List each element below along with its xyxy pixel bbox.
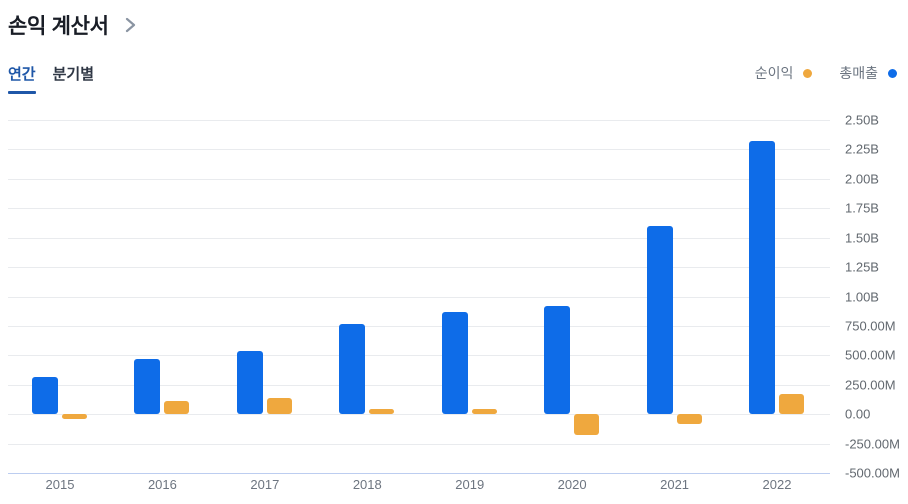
y-axis-tick-label: 0.00 xyxy=(845,406,871,422)
y-axis-tick-label: 2.25B xyxy=(845,141,879,157)
legend-net-income-label: 순이익 xyxy=(754,65,794,81)
y-axis-tick-label: 2.00B xyxy=(845,171,879,187)
gridline xyxy=(8,178,830,180)
y-axis-tick-label: 1.75B xyxy=(845,200,879,216)
x-axis-year-label: 2017 xyxy=(250,477,280,492)
y-axis-tick-label: 1.00B xyxy=(845,289,879,304)
x-axis-year-label: 2018 xyxy=(352,477,382,492)
y-axis-tick-label: 1.50B xyxy=(845,230,879,246)
y-axis-tick-label: 750.00M xyxy=(845,318,896,334)
gridline xyxy=(8,208,830,210)
revenue-bar-2015[interactable] xyxy=(32,376,58,415)
revenue-bar-2018[interactable] xyxy=(339,323,366,415)
gridline xyxy=(8,473,830,474)
net-income-bar-2018[interactable] xyxy=(369,408,395,415)
tab-quarterly[interactable]: 분기별 xyxy=(52,66,95,83)
y-axis-tick-label: -500.00M xyxy=(845,465,900,481)
gridline xyxy=(8,237,830,239)
x-axis-year-label: 2021 xyxy=(660,477,690,492)
net-income-bar-2020[interactable] xyxy=(574,414,600,436)
y-axis-tick-label: 1.25B xyxy=(845,259,879,275)
page-title: 손익 계산서 xyxy=(8,15,109,38)
chart-legend: 순이익 총매출 xyxy=(755,63,897,83)
revenue-dot-icon xyxy=(888,68,897,78)
x-axis-year-label: 2020 xyxy=(557,477,587,492)
legend-item-revenue[interactable]: 총매출 xyxy=(839,63,897,83)
y-axis-tick-label: -250.00M xyxy=(845,436,900,452)
net-income-bar-2017[interactable] xyxy=(266,397,292,415)
revenue-bar-2017[interactable] xyxy=(236,350,263,415)
net-income-bar-2015[interactable] xyxy=(62,414,87,419)
gridline xyxy=(8,120,830,121)
x-axis-year-label: 2015 xyxy=(45,477,75,492)
income-statement-header-link[interactable]: 손익 계산서 xyxy=(8,10,137,40)
gridline xyxy=(8,443,830,445)
gridline xyxy=(8,325,830,327)
y-axis-tick-label: 250.00M xyxy=(845,377,896,393)
x-axis-year-label: 2016 xyxy=(147,477,177,492)
y-axis-tick-label: 2.50B xyxy=(845,112,879,128)
net-income-bar-2016[interactable] xyxy=(164,401,190,415)
net-income-dot-icon xyxy=(803,68,813,78)
legend-revenue-label: 총매출 xyxy=(839,65,878,81)
revenue-bar-2021[interactable] xyxy=(646,225,673,415)
net-income-bar-2022[interactable] xyxy=(779,394,804,415)
gridline xyxy=(8,414,830,416)
x-axis-year-label: 2019 xyxy=(455,477,485,492)
gridline xyxy=(8,267,830,269)
revenue-bar-2022[interactable] xyxy=(749,141,775,415)
gridline xyxy=(8,384,830,386)
y-axis-tick-label: 500.00M xyxy=(845,347,896,363)
gridline xyxy=(8,149,830,151)
legend-item-net-income[interactable]: 순이익 xyxy=(755,63,813,83)
net-income-bar-2021[interactable] xyxy=(676,414,702,425)
x-axis-year-label: 2022 xyxy=(762,477,792,492)
period-tabs: 연간 분기별 xyxy=(8,61,94,94)
tab-annual[interactable]: 연간 xyxy=(8,61,36,94)
revenue-bar-2019[interactable] xyxy=(441,311,468,415)
gridline xyxy=(8,355,830,357)
revenue-bar-2016[interactable] xyxy=(134,359,161,415)
net-income-bar-2019[interactable] xyxy=(471,409,497,415)
chevron-right-icon xyxy=(124,16,137,34)
revenue-bar-2020[interactable] xyxy=(544,305,571,415)
gridline xyxy=(8,296,830,298)
